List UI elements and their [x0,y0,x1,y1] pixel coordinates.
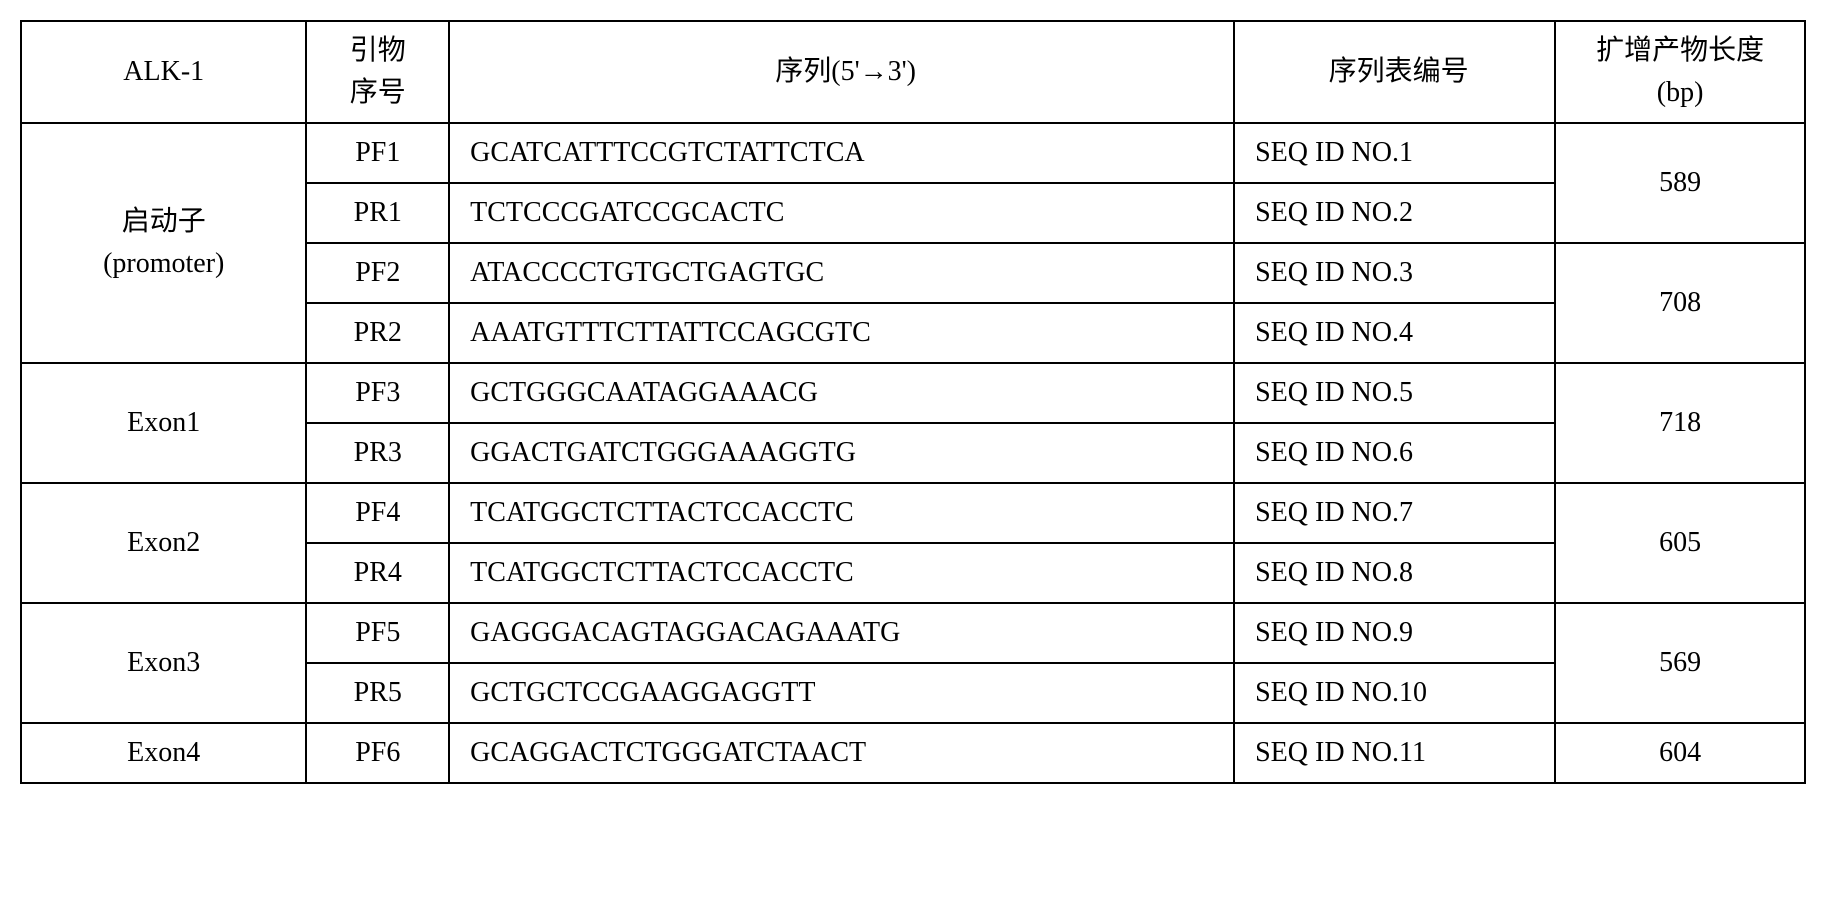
cell-primer-id: PR1 [306,183,449,243]
cell-length: 708 [1555,243,1805,363]
table-row: Exon3 PF5 GAGGGACAGTAGGACAGAAATG SEQ ID … [21,603,1805,663]
cell-primer-id: PF4 [306,483,449,543]
region-exon3: Exon3 [21,603,306,723]
cell-length: 604 [1555,723,1805,783]
cell-length: 589 [1555,123,1805,243]
region-exon1: Exon1 [21,363,306,483]
table-row: Exon4 PF6 GCAGGACTCTGGGATCTAACT SEQ ID N… [21,723,1805,783]
cell-seq-id: SEQ ID NO.8 [1234,543,1555,603]
cell-sequence: TCATGGCTCTTACTCCACCTC [449,483,1234,543]
header-primer-id: 引物序号 [306,21,449,123]
cell-primer-id: PR3 [306,423,449,483]
table-row: Exon1 PF3 GCTGGGCAATAGGAAACG SEQ ID NO.5… [21,363,1805,423]
cell-seq-id: SEQ ID NO.3 [1234,243,1555,303]
cell-seq-id: SEQ ID NO.9 [1234,603,1555,663]
cell-primer-id: PF6 [306,723,449,783]
cell-sequence: ATACCCCTGTGCTGAGTGC [449,243,1234,303]
region-exon4: Exon4 [21,723,306,783]
header-seq-table-id: 序列表编号 [1234,21,1555,123]
cell-sequence: GCTGCTCCGAAGGAGGTT [449,663,1234,723]
header-product-length: 扩增产物长度(bp) [1555,21,1805,123]
cell-primer-id: PF5 [306,603,449,663]
cell-primer-id: PF3 [306,363,449,423]
cell-primer-id: PF1 [306,123,449,183]
cell-sequence: GCATCATTTCCGTCTATTCTCA [449,123,1234,183]
region-promoter-en: (promoter) [103,248,224,279]
cell-seq-id: SEQ ID NO.2 [1234,183,1555,243]
cell-sequence: GAGGGACAGTAGGACAGAAATG [449,603,1234,663]
table-row: Exon2 PF4 TCATGGCTCTTACTCCACCTC SEQ ID N… [21,483,1805,543]
table-row: 启动子 (promoter) PF1 GCATCATTTCCGTCTATTCTC… [21,123,1805,183]
cell-length: 605 [1555,483,1805,603]
cell-seq-id: SEQ ID NO.10 [1234,663,1555,723]
cell-primer-id: PR4 [306,543,449,603]
cell-seq-id: SEQ ID NO.11 [1234,723,1555,783]
cell-seq-id: SEQ ID NO.7 [1234,483,1555,543]
cell-seq-id: SEQ ID NO.6 [1234,423,1555,483]
region-promoter: 启动子 (promoter) [21,123,306,363]
cell-sequence: GGACTGATCTGGGAAAGGTG [449,423,1234,483]
cell-primer-id: PR5 [306,663,449,723]
cell-seq-id: SEQ ID NO.1 [1234,123,1555,183]
cell-sequence: GCTGGGCAATAGGAAACG [449,363,1234,423]
cell-primer-id: PF2 [306,243,449,303]
cell-seq-id: SEQ ID NO.5 [1234,363,1555,423]
cell-sequence: AAATGTTTCTTATTCCAGCGTC [449,303,1234,363]
cell-seq-id: SEQ ID NO.4 [1234,303,1555,363]
cell-sequence: GCAGGACTCTGGGATCTAACT [449,723,1234,783]
cell-length: 569 [1555,603,1805,723]
cell-sequence: TCATGGCTCTTACTCCACCTC [449,543,1234,603]
region-exon2: Exon2 [21,483,306,603]
header-alk1: ALK-1 [21,21,306,123]
header-sequence: 序列(5'→3') [449,21,1234,123]
cell-length: 718 [1555,363,1805,483]
region-promoter-cn: 启动子 [122,206,206,237]
cell-sequence: TCTCCCGATCCGCACTC [449,183,1234,243]
table-header-row: ALK-1 引物序号 序列(5'→3') 序列表编号 扩增产物长度(bp) [21,21,1805,123]
cell-primer-id: PR2 [306,303,449,363]
primer-table: ALK-1 引物序号 序列(5'→3') 序列表编号 扩增产物长度(bp) 启动… [20,20,1806,784]
